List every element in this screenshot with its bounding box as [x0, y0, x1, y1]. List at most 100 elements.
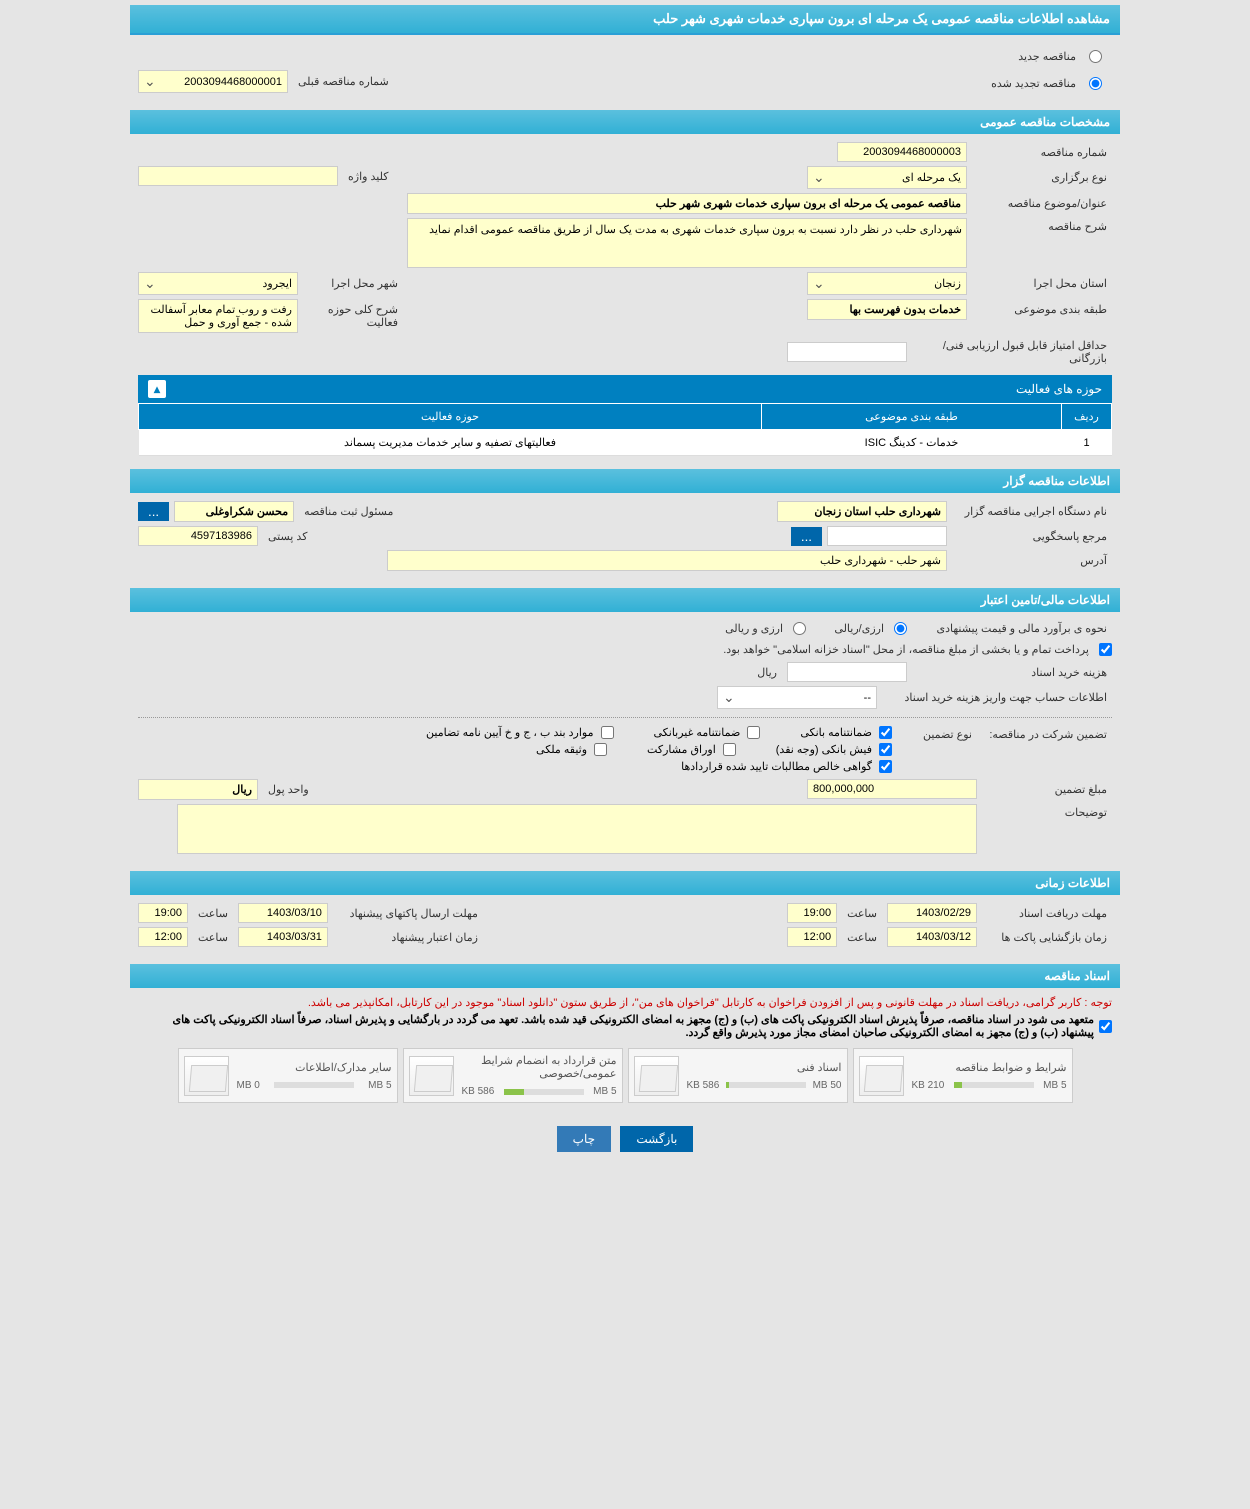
type-select[interactable]: یک مرحله ای	[807, 166, 967, 189]
receive-date-field: 1403/02/29	[887, 903, 977, 923]
account-label: اطلاعات حساب جهت واریز هزینه خرید اسناد	[882, 689, 1112, 706]
type-label: نوع برگزاری	[972, 169, 1112, 186]
file-title: اسناد فنی	[687, 1061, 842, 1074]
file-title: شرایط و ضوابط مناقصه	[912, 1061, 1067, 1074]
radio-renewed[interactable]	[1089, 77, 1102, 90]
ellipsis-button-2[interactable]: ...	[791, 527, 822, 546]
notes-field[interactable]	[177, 804, 977, 854]
file-used: 0 MB	[237, 1080, 260, 1091]
unit-label: واحد پول	[263, 781, 314, 798]
file-used: 586 KB	[462, 1086, 495, 1097]
doc-cost-label: هزینه خرید اسناد	[912, 664, 1112, 681]
time-section-header: اطلاعات زمانی	[130, 871, 1120, 895]
file-box[interactable]: شرایط و ضوابط مناقصه 5 MB 210 KB	[853, 1048, 1073, 1103]
amount-label: مبلغ تضمین	[982, 781, 1112, 798]
keyword-label: کلید واژه	[343, 168, 393, 185]
file-total: 5 MB	[368, 1080, 391, 1091]
g3-label: موارد بند ب ، ج و خ آیین نامه تضامین	[426, 726, 593, 739]
receive-time-field: 19:00	[787, 903, 837, 923]
g4-label: فیش بانکی (وجه نقد)	[776, 743, 872, 756]
num-label: شماره مناقصه	[972, 144, 1112, 161]
category-label: طبقه بندی موضوعی	[972, 301, 1112, 318]
responsible-label: مسئول ثبت مناقصه	[299, 503, 398, 520]
g6-label: وثیقه ملکی	[536, 743, 587, 756]
keyword-field[interactable]	[138, 166, 338, 186]
notes-label: توضیحات	[982, 804, 1112, 821]
radio-renewed-label: مناقصه تجدید شده	[986, 75, 1081, 92]
folder-icon	[184, 1056, 229, 1096]
subject-field: مناقصه عمومی یک مرحله ای برون سپاری خدما…	[407, 193, 967, 214]
org-label: نام دستگاه اجرایی مناقصه گزار	[952, 503, 1112, 520]
cb-g3[interactable]	[601, 726, 614, 739]
org-section-header: اطلاعات مناقصه گزار	[130, 469, 1120, 493]
city-label: شهر محل اجرا	[303, 275, 403, 292]
opt-arzi-riali: ارزی/ریالی	[829, 620, 889, 637]
cell-category: خدمات - کدینگ ISIC	[762, 430, 1062, 456]
folder-icon	[859, 1056, 904, 1096]
file-box[interactable]: اسناد فنی 50 MB 586 KB	[628, 1048, 848, 1103]
estimate-label: نحوه ی برآورد مالی و قیمت پیشنهادی	[912, 620, 1112, 637]
contact-label: مرجع پاسخگویی	[952, 528, 1112, 545]
address-field: شهر حلب - شهرداری حلب	[387, 550, 947, 571]
page-title: مشاهده اطلاعات مناقصه عمومی یک مرحله ای …	[130, 5, 1120, 35]
time-label-2: ساعت	[193, 905, 233, 922]
file-total: 5 MB	[1043, 1080, 1066, 1091]
g7-label: گواهی خالص مطالبات تایید شده قراردادها	[681, 760, 872, 773]
rial-label: ریال	[752, 664, 782, 681]
activity-panel-title: حوزه های فعالیت	[1016, 382, 1102, 396]
cell-field: فعالیتهای تصفیه و سایر خدمات مدیریت پسما…	[139, 430, 762, 456]
file-box[interactable]: متن قرارداد به انضمام شرایط عمومی/خصوصی …	[403, 1048, 623, 1103]
postal-field: 4597183986	[138, 526, 258, 546]
opt-arzi-o-riali: ارزی و ریالی	[720, 620, 788, 637]
payment-checkbox[interactable]	[1099, 643, 1112, 656]
cb-g7[interactable]	[879, 760, 892, 773]
desc-label: شرح مناقصه	[972, 218, 1112, 235]
cb-g6[interactable]	[594, 743, 607, 756]
ellipsis-button[interactable]: ...	[138, 502, 169, 521]
g2-label: ضمانتنامه غیربانکی	[654, 726, 741, 739]
doc-cost-field[interactable]	[787, 662, 907, 682]
print-button[interactable]: چاپ	[557, 1126, 611, 1152]
open-date-field: 1403/03/12	[887, 927, 977, 947]
time-label-3: ساعت	[842, 929, 882, 946]
responsible-field: محسن شکراوغلی	[174, 501, 294, 522]
table-row: 1 خدمات - کدینگ ISIC فعالیتهای تصفیه و س…	[139, 430, 1112, 456]
th-category: طبقه بندی موضوعی	[762, 404, 1062, 430]
radio-new[interactable]	[1089, 50, 1102, 63]
cell-row: 1	[1062, 430, 1112, 456]
cb-g2[interactable]	[747, 726, 760, 739]
open-time-field: 12:00	[787, 927, 837, 947]
collapse-icon[interactable]: ▴	[148, 380, 166, 398]
city-select[interactable]: ایجرود	[138, 272, 298, 295]
cb-g1[interactable]	[879, 726, 892, 739]
activity-desc-label: شرح کلی حوزه فعالیت	[303, 301, 403, 331]
cb-g5[interactable]	[723, 743, 736, 756]
docs-note-red: توجه : کاربر گرامی، دریافت اسناد در مهلت…	[138, 996, 1112, 1009]
guarantee-label: تضمین شرکت در مناقصه:	[982, 726, 1112, 743]
th-row: ردیف	[1062, 404, 1112, 430]
prev-num-select[interactable]: 2003094468000001	[138, 70, 288, 93]
account-select[interactable]: --	[717, 686, 877, 709]
file-title: متن قرارداد به انضمام شرایط عمومی/خصوصی	[462, 1054, 617, 1080]
commit-checkbox[interactable]	[1099, 1020, 1112, 1033]
th-field: حوزه فعالیت	[139, 404, 762, 430]
postal-label: کد پستی	[263, 528, 312, 545]
radio-arzi-riali[interactable]	[894, 622, 907, 635]
validity-label: زمان اعتبار پیشنهاد	[333, 929, 483, 946]
contact-field[interactable]	[827, 526, 947, 546]
radio-arzi-o-riali[interactable]	[793, 622, 806, 635]
folder-icon	[409, 1056, 454, 1096]
file-grid: شرایط و ضوابط مناقصه 5 MB 210 KB اسناد ف…	[138, 1043, 1112, 1108]
back-button[interactable]: بازگشت	[620, 1126, 693, 1152]
minscore-label: حداقل امتیاز قابل قبول ارزیابی فنی/بازرگ…	[912, 337, 1112, 367]
file-total: 50 MB	[813, 1080, 842, 1091]
g1-label: ضمانتنامه بانکی	[800, 726, 872, 739]
file-box[interactable]: سایر مدارک/اطلاعات 5 MB 0 MB	[178, 1048, 398, 1103]
cb-g4[interactable]	[879, 743, 892, 756]
receive-label: مهلت دریافت اسناد	[982, 905, 1112, 922]
org-field: شهرداری حلب استان زنجان	[777, 501, 947, 522]
province-select[interactable]: زنجان	[807, 272, 967, 295]
docs-note-black: متعهد می شود در اسناد مناقصه، صرفاً پذیر…	[138, 1013, 1094, 1039]
activity-panel-header: حوزه های فعالیت ▴	[138, 375, 1112, 403]
time-label-4: ساعت	[193, 929, 233, 946]
